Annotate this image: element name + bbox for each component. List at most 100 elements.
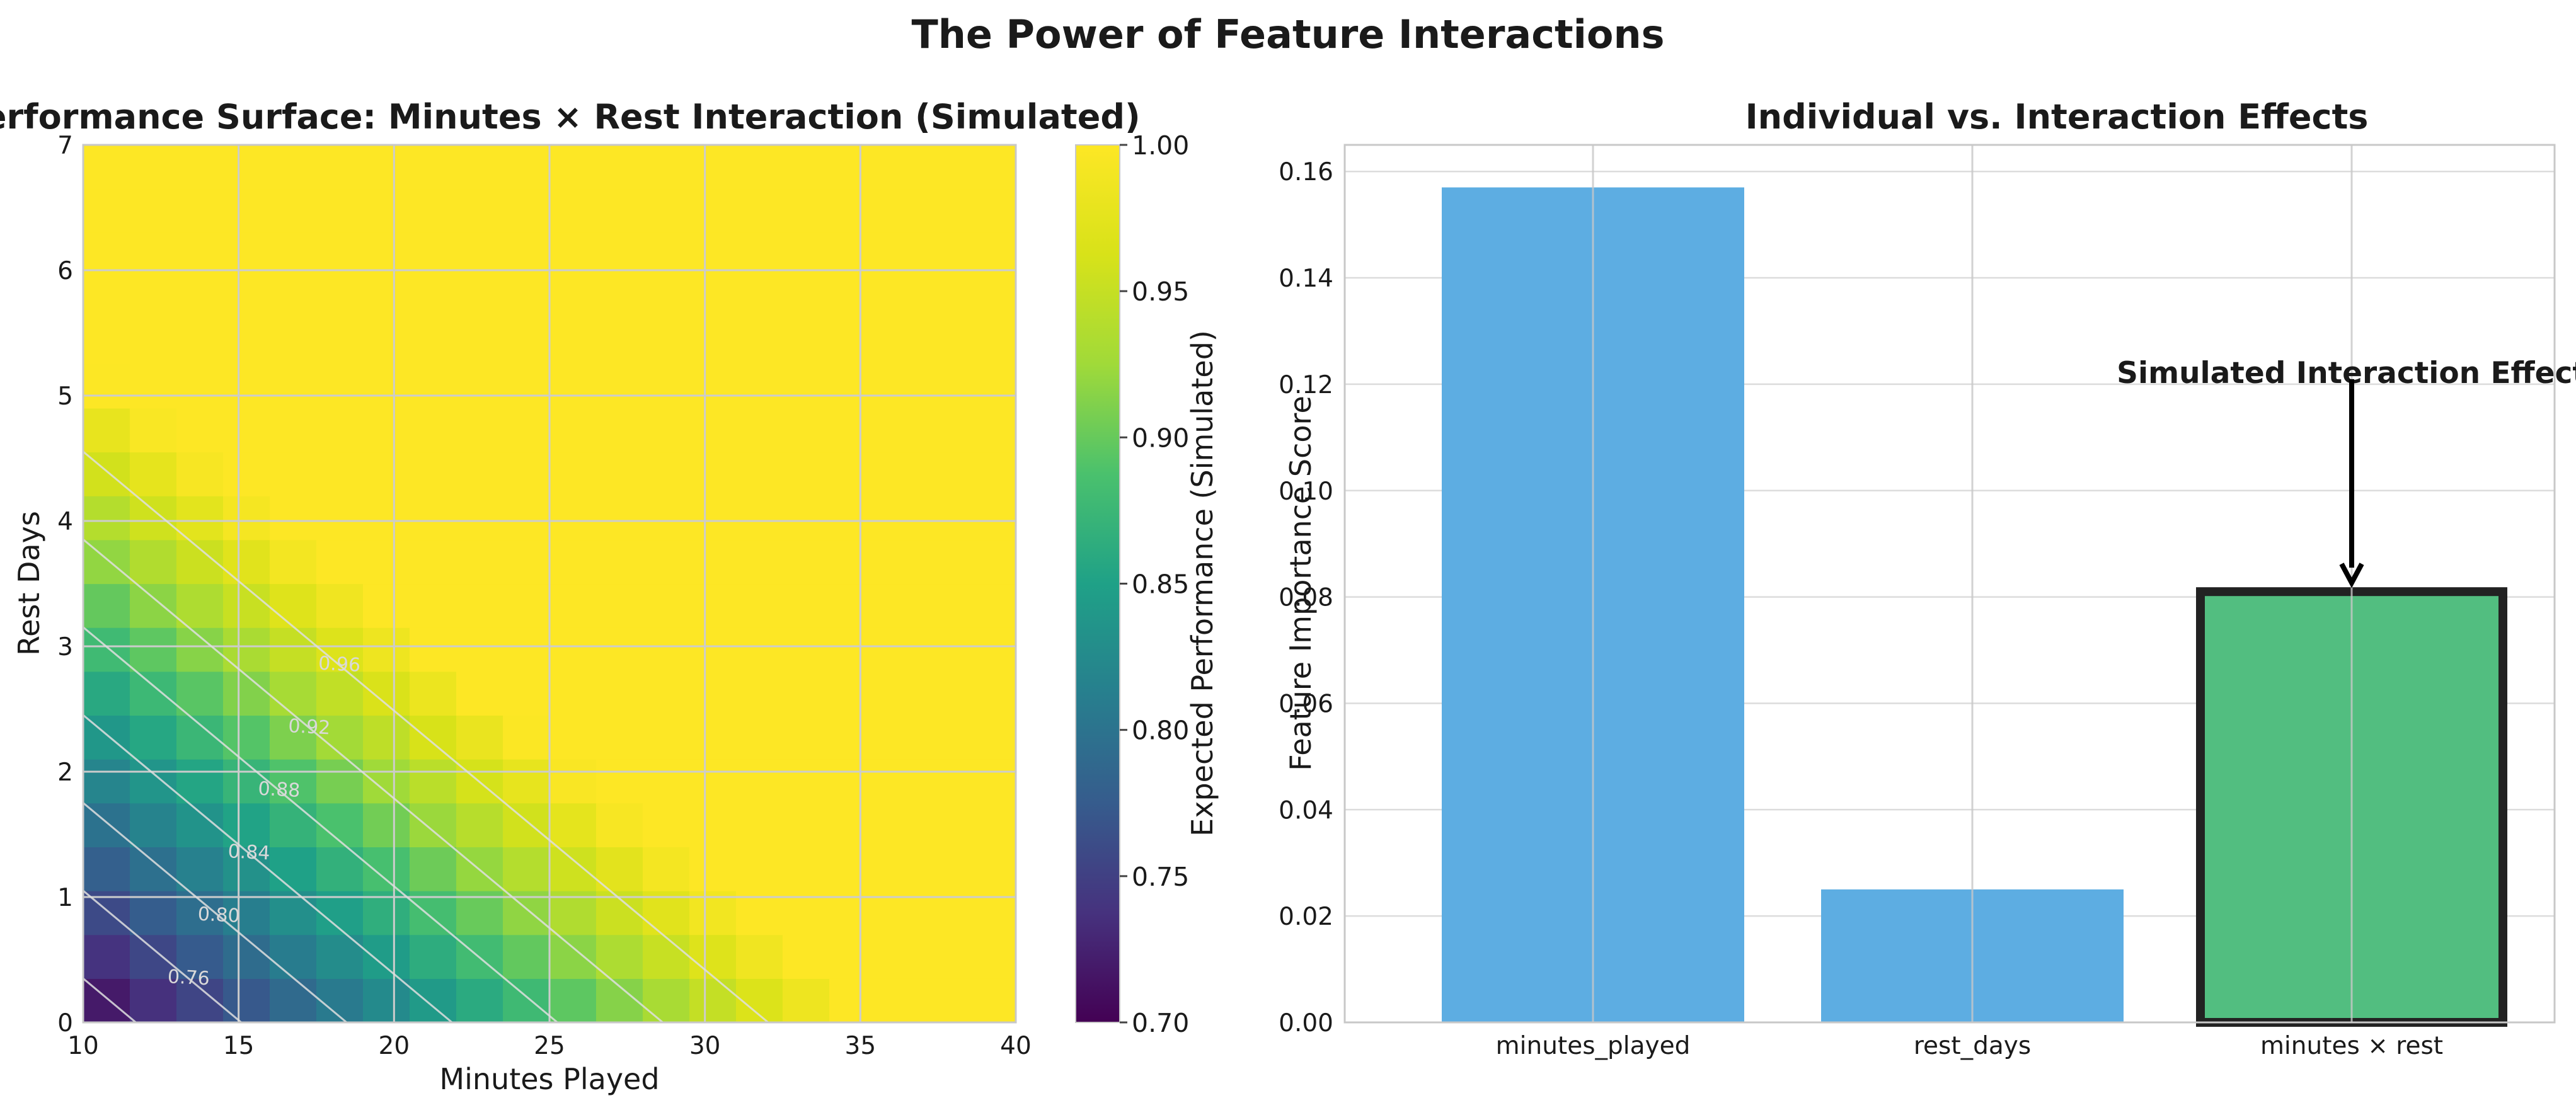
heatmap-cell bbox=[876, 891, 923, 935]
heatmap-cell bbox=[783, 934, 830, 979]
heatmap-cell bbox=[783, 583, 830, 628]
heatmap-cell bbox=[549, 847, 597, 891]
heatmap-cell bbox=[176, 847, 224, 891]
heatmap-cell bbox=[270, 715, 317, 760]
heatmap-cell bbox=[969, 452, 1016, 496]
bar-y-ticks: 0.00 0.02 0.04 0.06 0.08 0.10 0.12 0.14 0.16 bbox=[1279, 158, 1333, 1038]
heatmap-cell bbox=[549, 496, 597, 540]
heatmap-cell bbox=[736, 320, 783, 365]
heatmap-cell bbox=[176, 583, 224, 628]
heatmap-cell bbox=[923, 364, 970, 409]
heatmap-cell bbox=[410, 276, 457, 321]
heatmap-cell bbox=[829, 276, 877, 321]
heatmap-cell bbox=[130, 583, 177, 628]
heatmap-cell bbox=[410, 847, 457, 891]
heatmap-cell bbox=[410, 320, 457, 365]
heatmap-y-tick-label: 7 bbox=[57, 132, 73, 160]
heatmap-cell bbox=[456, 715, 503, 760]
heatmap-cell bbox=[270, 583, 317, 628]
heatmap-cell bbox=[736, 803, 783, 847]
heatmap-cell bbox=[783, 452, 830, 496]
heatmap-cell bbox=[503, 847, 550, 891]
heatmap-cell bbox=[783, 803, 830, 847]
heatmap-cell bbox=[503, 364, 550, 409]
heatmap-cell bbox=[783, 759, 830, 804]
heatmap-cell bbox=[270, 759, 317, 804]
heatmap-cell bbox=[689, 891, 737, 935]
colorbar-tick-label: 0.75 bbox=[1132, 862, 1189, 892]
heatmap-cell bbox=[223, 891, 270, 935]
heatmap-cell bbox=[456, 803, 503, 847]
heatmap-cell bbox=[736, 847, 783, 891]
heatmap-cell bbox=[876, 188, 923, 233]
heatmap-cell bbox=[223, 452, 270, 496]
heatmap-cell bbox=[270, 452, 317, 496]
heatmap-cell bbox=[923, 583, 970, 628]
heatmap-cell bbox=[410, 627, 457, 672]
heatmap-cell bbox=[316, 539, 364, 585]
heatmap-contour-label: 0.80 bbox=[197, 903, 240, 927]
heatmap-cell bbox=[549, 188, 597, 233]
heatmap-cell bbox=[876, 276, 923, 321]
colorbar-tick-label: 0.80 bbox=[1132, 716, 1189, 746]
heatmap-cell bbox=[643, 934, 690, 979]
heatmap-cell bbox=[876, 145, 923, 190]
heatmap-cell bbox=[130, 847, 177, 891]
heatmap-panel: Performance Surface: Minutes × Rest Inte… bbox=[0, 97, 1219, 1096]
heatmap-cell bbox=[643, 715, 690, 760]
heatmap-cell bbox=[736, 759, 783, 804]
colorbar-ticks: 0.70 0.75 0.80 0.85 0.90 0.95 1.00 bbox=[1120, 130, 1189, 1038]
heatmap-cell bbox=[223, 627, 270, 672]
heatmap-cell bbox=[876, 408, 923, 453]
heatmap-cell bbox=[549, 408, 597, 453]
heatmap-cell bbox=[643, 583, 690, 628]
heatmap-cell bbox=[503, 276, 550, 321]
heatmap-cell bbox=[130, 671, 177, 716]
heatmap-cell bbox=[410, 715, 457, 760]
heatmap-cell bbox=[456, 408, 503, 453]
heatmap-cell bbox=[643, 452, 690, 496]
heatmap-cell bbox=[969, 715, 1016, 760]
heatmap-cell bbox=[596, 847, 643, 891]
heatmap-cell bbox=[223, 496, 270, 540]
heatmap-cell bbox=[923, 452, 970, 496]
heatmap-cell bbox=[83, 671, 130, 716]
heatmap-frame bbox=[82, 144, 1017, 1024]
heatmap-x-tick-label: 30 bbox=[689, 1032, 721, 1060]
heatmap-cell bbox=[969, 276, 1016, 321]
heatmap-cell bbox=[689, 715, 737, 760]
heatmap-cell bbox=[876, 627, 923, 672]
heatmap-cell bbox=[223, 583, 270, 628]
heatmap-cell bbox=[270, 934, 317, 979]
heatmap-cell bbox=[176, 452, 224, 496]
heatmap-cell bbox=[503, 539, 550, 585]
heatmap-cell bbox=[503, 145, 550, 190]
heatmap-cell bbox=[410, 145, 457, 190]
heatmap-cell bbox=[549, 934, 597, 979]
heatmap-cell bbox=[363, 891, 410, 935]
heatmap-cell bbox=[503, 978, 550, 1022]
heatmap-cell bbox=[643, 759, 690, 804]
heatmap-cell bbox=[596, 408, 643, 453]
heatmap-cell bbox=[829, 145, 877, 190]
heatmap-cell bbox=[363, 539, 410, 585]
bar-panel: Individual vs. Interaction Effects 0.000… bbox=[1279, 97, 2576, 1060]
heatmap-cell bbox=[410, 496, 457, 540]
heatmap-cell bbox=[316, 408, 364, 453]
heatmap-cell bbox=[829, 803, 877, 847]
heatmap-cell bbox=[549, 583, 597, 628]
heatmap-cell bbox=[876, 452, 923, 496]
heatmap-cell bbox=[923, 627, 970, 672]
heatmap-cell bbox=[969, 803, 1016, 847]
heatmap-cell bbox=[549, 627, 597, 672]
heatmap-cell bbox=[503, 934, 550, 979]
heatmap-cell bbox=[270, 978, 317, 1022]
heatmap-cell bbox=[503, 452, 550, 496]
heatmap-contour-label: 0.84 bbox=[227, 840, 270, 864]
heatmap-cell bbox=[923, 934, 970, 979]
heatmap-cell bbox=[83, 847, 130, 891]
heatmap-cell bbox=[130, 188, 177, 233]
heatmap-y-ticks: 0 1 2 3 4 5 6 7 bbox=[57, 132, 73, 1038]
heatmap-cell bbox=[503, 891, 550, 935]
heatmap-cell bbox=[923, 847, 970, 891]
